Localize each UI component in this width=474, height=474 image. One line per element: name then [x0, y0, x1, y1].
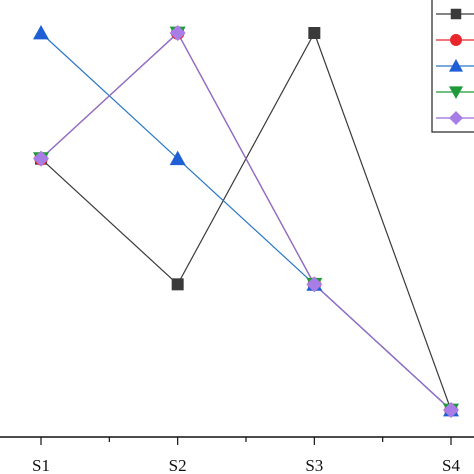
x-tick-label-S4: S4 [442, 456, 460, 474]
x-tick-label-S2: S2 [169, 456, 187, 474]
series-lines [40, 31, 452, 411]
x-axis: S1 S2 S3 S4 [0, 436, 474, 474]
series-5-line [40, 32, 452, 411]
legend-marker-3 [449, 59, 463, 72]
series-5-point-S4 [443, 402, 460, 418]
legend [431, 0, 474, 133]
x-tick-label-S1: S1 [32, 456, 50, 474]
series-5-point-S1 [33, 150, 49, 167]
x-tick-label-S3: S3 [305, 456, 323, 474]
series-1-point-S2 [171, 278, 184, 291]
legend-marker-5 [449, 111, 463, 125]
legend-marker-2 [450, 34, 462, 46]
series-5-point-S3 [306, 276, 323, 293]
legend-marker-4 [449, 86, 463, 99]
series-1-point-S3 [308, 27, 321, 39]
series-5-point-S2 [169, 25, 186, 41]
series-3-point-S1 [33, 25, 49, 40]
series-3-point-S2 [169, 150, 186, 166]
legend-marker-1 [450, 8, 462, 20]
series-markers [33, 25, 460, 418]
